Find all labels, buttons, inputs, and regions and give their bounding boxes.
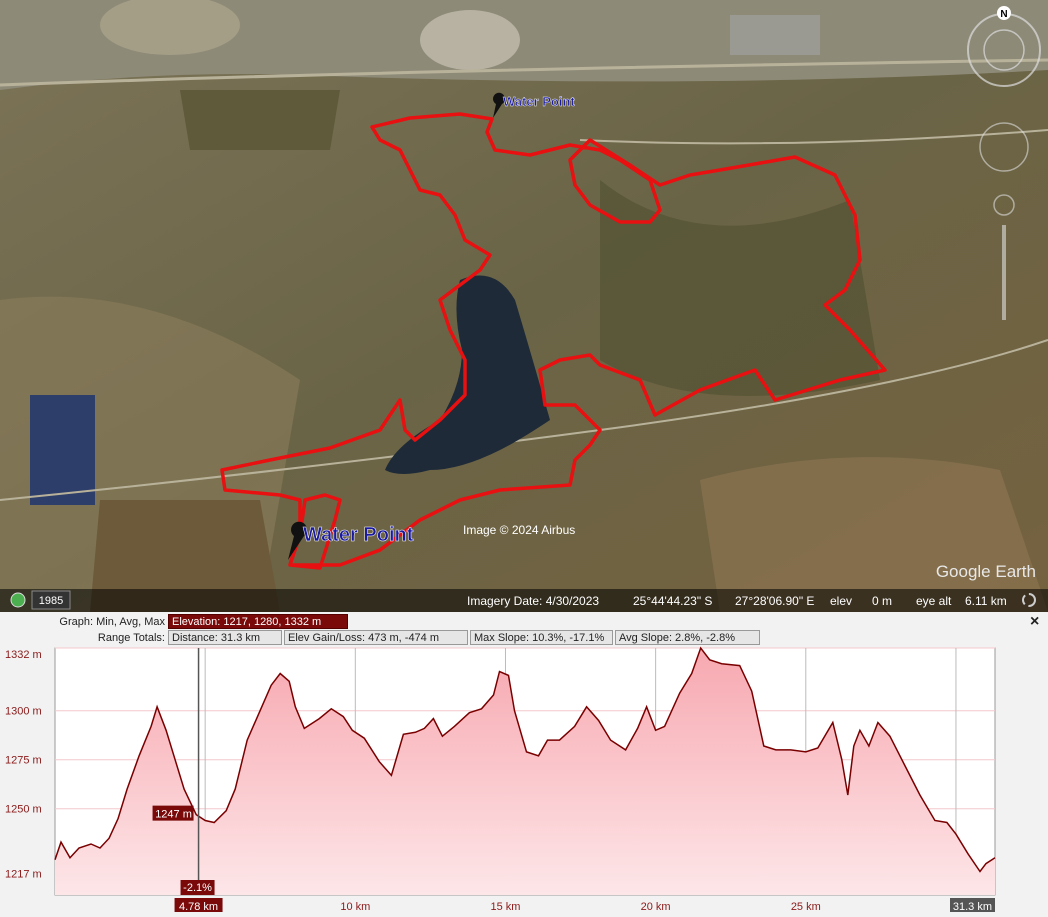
historical-year[interactable]: 1985 [39,595,63,607]
status-bar [0,589,1048,612]
elevation-line [54,646,996,873]
y-tick-label: 1300 m [5,706,42,718]
cursor-y-box [152,805,194,821]
latitude: 25°44'44.23" S [633,594,712,608]
eye-alt-label: eye alt [916,594,952,608]
cursor-y-label: 1247 m [155,809,192,821]
cursor-x-box [174,898,223,912]
max-slope: Max Slope: 10.3%, -17.1% [470,630,613,645]
year-box[interactable] [31,590,71,610]
map-view[interactable]: Water Point Water Point Image © 2024 Air… [0,0,1048,612]
x-end-box [950,898,995,912]
x-tick-label: 25 km [791,901,821,913]
elev-gain-loss: Elev Gain/Loss: 473 m, -474 m [284,630,468,645]
x-tick-label: 31.3 km [953,901,992,913]
placemark-pin[interactable] [288,521,307,560]
bush [600,180,880,396]
solar-farm [30,395,95,505]
imagery-date: Imagery Date: 4/30/2023 [467,594,599,608]
elev-label: elev [830,594,852,608]
road [0,339,1048,501]
road [0,58,1048,87]
plot-area [54,647,996,896]
attribution: Image © 2024 Airbus [463,523,575,537]
x-tick-label: 20 km [641,901,671,913]
loading-icon [1022,593,1036,607]
close-button[interactable]: × [1030,613,1040,630]
longitude: 27°28'06.90" E [735,594,814,608]
history-icon[interactable] [10,592,26,608]
pit [100,0,240,55]
avg-slope: Avg Slope: 2.8%, -2.8% [615,630,760,645]
brand-logo: Google Earth [936,562,1036,581]
dry-land [700,457,1048,612]
cursor-x-label: 4.78 km [179,901,218,913]
road [579,129,1048,145]
farmland [90,500,280,612]
cursor-slope-label: -2.1% [183,882,212,894]
y-tick-label: 1275 m [5,755,42,767]
compass-north[interactable] [997,6,1011,20]
compass-inner[interactable] [983,29,1025,71]
street-view[interactable] [993,194,1015,216]
range-label: Range Totals: [97,632,165,644]
x-tick-label: 15 km [490,901,520,913]
y-tick-label: 1332 m [5,649,42,661]
compass-label[interactable]: N [1000,9,1007,20]
elevation-area [55,648,995,895]
placemark-pin[interactable] [493,92,505,118]
lake [385,275,550,474]
y-tick-label: 1217 m [5,868,42,880]
pit [420,10,520,70]
x-tick-label: 10 km [340,901,370,913]
graph-label: Graph: Min, Avg, Max [59,616,165,628]
route [220,112,887,570]
fields [180,90,340,150]
distance: Distance: 31.3 km [168,630,282,645]
look-control[interactable] [979,122,1029,172]
cursor-slope-box [180,880,215,895]
y-tick-label: 1250 m [5,804,42,816]
placemark-label[interactable]: Water Point [303,524,414,547]
tailings [730,15,820,55]
eye-alt: 6.11 km [965,594,1007,608]
elev: 0 m [872,594,892,608]
placemark-label[interactable]: Water Point [503,94,576,109]
elevation-stats: Elevation: 1217, 1280, 1332 m [168,614,348,629]
